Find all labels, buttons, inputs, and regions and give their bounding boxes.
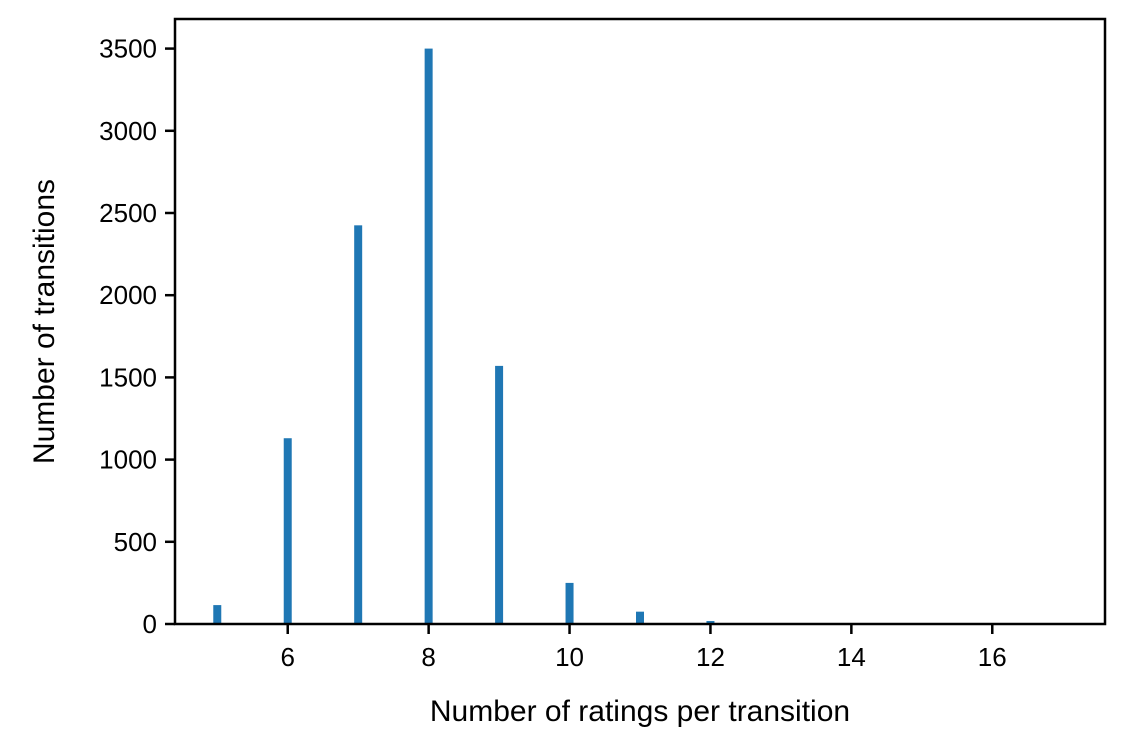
bar-x-11 — [636, 611, 644, 624]
bars-layer — [213, 48, 785, 625]
x-tick-label: 12 — [696, 642, 725, 672]
x-tick-label: 14 — [837, 642, 866, 672]
y-axis-label: Number of transitions — [28, 179, 61, 464]
bar-x-8 — [424, 48, 433, 624]
x-tick-label: 8 — [421, 642, 435, 672]
bar-x-12 — [706, 621, 715, 624]
y-axis-ticks: 0 500 1000 1500 2000 2500 3000 3500 — [99, 34, 175, 639]
y-tick-label: 1000 — [99, 445, 157, 475]
y-tick-label: 2000 — [99, 280, 157, 310]
y-tick-label: 2500 — [99, 198, 157, 228]
bar-x-10 — [565, 582, 574, 624]
y-tick-label: 1500 — [99, 362, 157, 392]
bar-x-7 — [354, 225, 363, 625]
x-tick-label: 6 — [280, 642, 294, 672]
y-tick-label: 0 — [143, 609, 157, 639]
y-tick-label: 3000 — [99, 116, 157, 146]
y-tick-label: 3500 — [99, 34, 157, 64]
x-axis-label: Number of ratings per transition — [430, 695, 850, 728]
bar-x-6 — [283, 438, 292, 624]
x-axis-ticks: 6 8 10 12 14 16 — [280, 624, 1007, 672]
x-tick-label: 10 — [555, 642, 584, 672]
x-tick-label: 16 — [978, 642, 1007, 672]
y-tick-label: 500 — [114, 527, 157, 557]
bar-x-9 — [495, 365, 504, 624]
plot-frame — [173, 17, 1107, 626]
bar-x-5 — [213, 605, 222, 624]
